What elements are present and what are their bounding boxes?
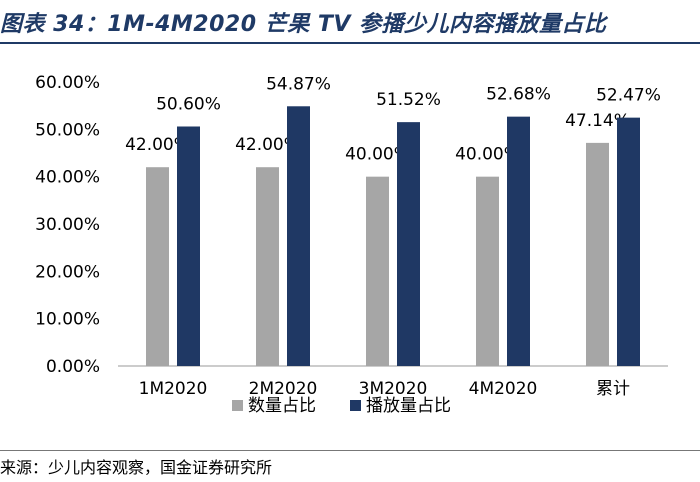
x-tick-label: 累计: [596, 379, 630, 399]
data-label-count-share: 42.00%: [235, 135, 300, 155]
y-tick-label: 20.00%: [35, 262, 100, 282]
data-label-play-share: 51.52%: [376, 90, 441, 110]
bar-play-share: [177, 126, 200, 366]
y-tick-label: 50.00%: [35, 120, 100, 140]
title-divider: [0, 42, 700, 44]
x-tick-label: 1M2020: [139, 379, 208, 399]
legend-count-share-label: 数量占比: [248, 396, 316, 416]
legend-play-share-label: 播放量占比: [366, 396, 451, 416]
bar-count-share: [586, 142, 609, 366]
source-divider: [0, 450, 700, 451]
data-label-count-share: 40.00%: [345, 145, 410, 165]
data-label-count-share: 47.14%: [565, 111, 630, 131]
x-tick-label: 4M2020: [469, 379, 538, 399]
y-tick-label: 0.00%: [46, 357, 100, 377]
bar-play-share: [397, 122, 420, 366]
title-bar: 图表 34：1M-4M2020 芒果 TV 参播少儿内容播放量占比: [0, 0, 700, 40]
y-tick-label: 30.00%: [35, 215, 100, 235]
chart-title: 图表 34：1M-4M2020 芒果 TV 参播少儿内容播放量占比: [0, 12, 607, 37]
data-label-play-share: 50.60%: [156, 94, 221, 114]
y-tick-label: 10.00%: [35, 310, 100, 330]
bar-count-share: [146, 167, 169, 366]
data-label-count-share: 40.00%: [455, 145, 520, 165]
y-tick-label: 40.00%: [35, 168, 100, 188]
legend-count-share-swatch: [232, 400, 243, 411]
data-label-count-share: 42.00%: [125, 135, 190, 155]
bar-play-share: [617, 117, 640, 366]
bar-count-share: [256, 167, 279, 366]
bar-count-share: [366, 176, 389, 366]
bar-chart: 0.00% 10.00% 20.00% 30.00% 40.00% 50.00% 60.00…: [35, 73, 668, 416]
source-note: 来源：少儿内容观察，国金证券研究所: [0, 458, 273, 477]
x-tick-label: 3M2020: [359, 379, 428, 399]
data-label-play-share: 54.87%: [266, 74, 331, 94]
bar-play-share: [287, 106, 310, 367]
bar-count-share: [476, 176, 499, 366]
bar-play-share: [507, 116, 530, 366]
data-label-play-share: 52.47%: [596, 86, 661, 106]
y-tick-label: 60.00%: [35, 73, 100, 93]
legend-play-share-swatch: [350, 400, 361, 411]
x-tick-label: 2M2020: [249, 379, 318, 399]
data-label-play-share: 52.68%: [486, 85, 551, 105]
